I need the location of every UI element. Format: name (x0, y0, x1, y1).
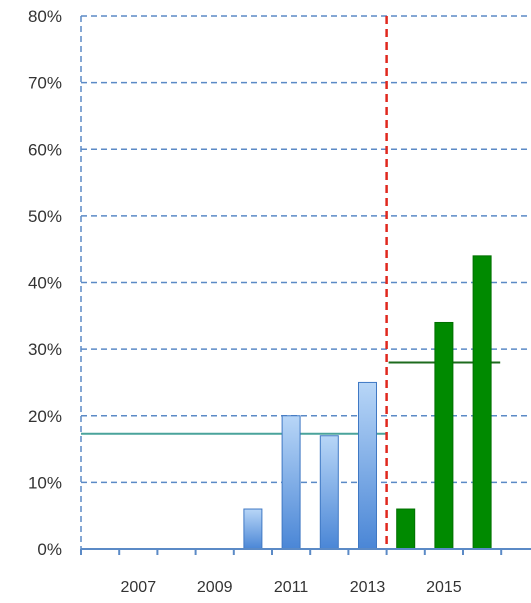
bar (281, 415, 301, 550)
x-tick-label: 2013 (350, 579, 386, 596)
gridlines (81, 15, 531, 484)
y-tick-label: 50% (28, 207, 62, 226)
y-tick-label: 0% (37, 540, 62, 559)
y-tick-label: 30% (28, 340, 62, 359)
bar (434, 321, 454, 550)
x-tick-label: 2009 (197, 579, 233, 596)
x-tick-label: 2015 (426, 579, 462, 596)
bar (396, 508, 416, 550)
bar (358, 381, 377, 550)
bars (243, 255, 492, 550)
y-tick-label: 20% (28, 407, 62, 426)
y-tick-label: 80% (28, 7, 62, 26)
x-tick-label: 2011 (274, 579, 309, 596)
y-tick-label: 70% (28, 74, 62, 93)
bar (319, 435, 339, 550)
axes (80, 16, 531, 555)
bar (243, 508, 263, 550)
y-tick-label: 60% (28, 140, 62, 159)
y-tick-label: 10% (28, 473, 62, 492)
x-tick-label: 2007 (121, 579, 157, 596)
y-tick-label: 40% (28, 274, 62, 293)
bar (472, 255, 492, 550)
tick-labels: 0% 10% 20% 30% 40% 50% 60% 70% 80% 2007 2009 2011 20… (28, 7, 462, 596)
